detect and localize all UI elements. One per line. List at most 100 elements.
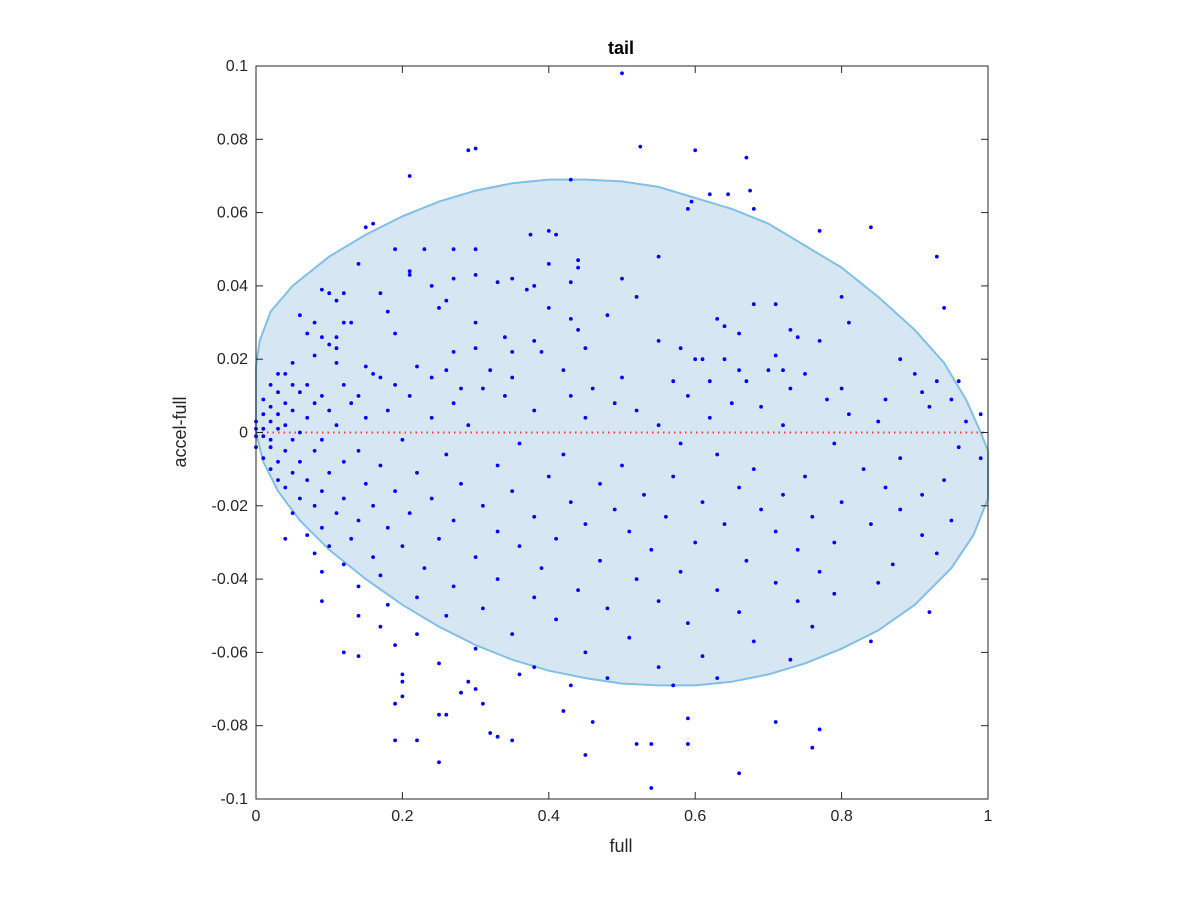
data-point	[810, 745, 815, 750]
data-point	[481, 386, 485, 391]
data-point	[528, 232, 533, 237]
data-point	[312, 551, 317, 556]
data-point	[466, 148, 471, 153]
data-point	[276, 426, 280, 431]
data-point	[825, 397, 829, 402]
data-point	[583, 650, 588, 655]
data-point	[298, 430, 302, 435]
data-point	[320, 489, 324, 493]
data-point	[803, 372, 807, 376]
data-point	[444, 613, 449, 618]
data-point	[788, 386, 793, 391]
data-point	[942, 306, 946, 310]
data-point	[341, 562, 346, 567]
data-point	[510, 632, 515, 636]
data-point	[748, 188, 752, 193]
data-point	[320, 525, 324, 530]
data-point	[598, 558, 602, 563]
data-point	[261, 426, 266, 431]
data-point	[934, 551, 939, 556]
data-point	[473, 320, 478, 325]
data-point	[407, 174, 412, 178]
data-point	[393, 383, 397, 387]
data-point	[847, 412, 851, 417]
data-point	[503, 394, 507, 398]
data-point	[261, 412, 266, 417]
data-point	[276, 372, 280, 376]
data-point	[839, 500, 844, 504]
data-point	[393, 247, 397, 252]
data-point	[546, 229, 551, 233]
data-point	[276, 478, 280, 482]
data-point	[517, 441, 522, 446]
y-tick-label: 0.1	[226, 58, 248, 75]
data-point	[678, 441, 683, 446]
data-point	[649, 547, 654, 552]
data-point	[583, 346, 588, 351]
data-point	[715, 676, 720, 680]
data-point	[689, 199, 694, 204]
data-point	[700, 500, 705, 504]
data-point	[481, 606, 485, 611]
data-point	[320, 335, 324, 340]
data-point	[949, 518, 954, 523]
data-point	[656, 599, 661, 603]
data-point	[298, 459, 302, 464]
data-point	[305, 478, 310, 482]
data-point	[568, 177, 573, 182]
data-point	[495, 463, 500, 468]
data-point	[744, 155, 749, 160]
data-point	[415, 632, 419, 636]
data-point	[620, 375, 624, 380]
data-point	[627, 529, 632, 534]
data-point	[459, 481, 463, 486]
x-axis-ticks: 0 0.2 0.4 0.6 0.8 1	[252, 66, 993, 825]
data-point	[385, 525, 390, 530]
data-point	[890, 562, 895, 567]
data-point	[378, 573, 383, 578]
data-point	[327, 408, 332, 413]
y-tick-label: 0.02	[217, 351, 248, 368]
scatter-points-layer	[254, 71, 983, 790]
data-point	[927, 610, 932, 614]
y-tick-label: -0.04	[212, 571, 249, 588]
data-point	[927, 404, 932, 409]
data-point	[320, 437, 324, 442]
data-point	[803, 474, 807, 479]
data-point	[934, 379, 939, 384]
data-point	[320, 394, 324, 398]
data-point	[539, 350, 544, 354]
data-point	[422, 566, 427, 570]
data-point	[385, 602, 390, 607]
data-point	[817, 727, 822, 732]
data-point	[554, 536, 558, 541]
data-point	[473, 646, 478, 651]
data-point	[393, 643, 397, 647]
data-point	[627, 635, 632, 640]
data-point	[956, 379, 961, 384]
data-point	[729, 401, 734, 406]
data-point	[429, 415, 434, 420]
data-point	[634, 742, 639, 746]
y-tick-label: -0.06	[212, 644, 249, 661]
data-point	[429, 496, 434, 501]
data-point	[744, 379, 749, 384]
data-point	[883, 485, 888, 490]
data-point	[495, 529, 500, 534]
data-point	[656, 339, 661, 343]
data-point	[546, 262, 551, 266]
data-point	[686, 742, 690, 746]
data-point	[839, 386, 844, 391]
data-point	[451, 401, 456, 406]
data-point	[737, 331, 741, 336]
data-point	[415, 595, 419, 600]
data-point	[612, 401, 617, 406]
data-point	[400, 437, 405, 442]
data-point	[532, 595, 537, 600]
data-point	[605, 313, 610, 318]
data-point	[378, 291, 383, 296]
data-point	[832, 591, 837, 596]
data-point	[407, 394, 412, 398]
data-point	[524, 287, 529, 292]
data-point	[532, 665, 537, 669]
